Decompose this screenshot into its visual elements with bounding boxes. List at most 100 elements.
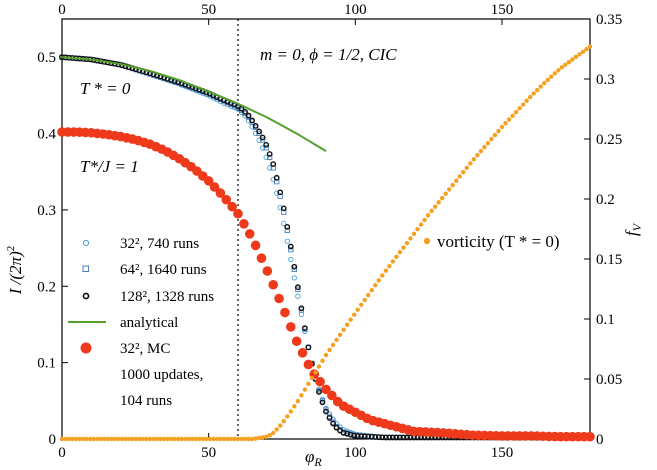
series-5-point — [183, 436, 188, 442]
series-1-point — [267, 154, 273, 161]
series-5-point — [327, 347, 332, 353]
series-5-point — [281, 419, 286, 424]
series-5-point — [242, 436, 248, 442]
series-2-point — [326, 415, 333, 421]
series-5-point — [274, 427, 279, 432]
series-5-point — [506, 117, 512, 122]
series-5-point — [172, 436, 177, 442]
series-1-point — [263, 145, 269, 151]
series-2-point — [351, 432, 358, 439]
data-marks — [57, 44, 595, 442]
y-right-tick-label: 0.35 — [596, 12, 622, 28]
y-left-axis-title: I /(2π)2 — [5, 246, 25, 295]
series-5-point — [362, 297, 367, 303]
legend-label-mc: 32², MC — [120, 341, 170, 357]
y-left-tick-label: 0.2 — [37, 279, 56, 295]
series-5-point — [288, 409, 293, 414]
series-5-point — [394, 254, 399, 260]
legend-marker-32 — [82, 239, 90, 247]
series-5-point — [418, 222, 424, 227]
legend-label-128: 128², 1328 runs — [120, 289, 214, 305]
series-2-point — [404, 434, 410, 441]
series-4-point — [327, 390, 337, 401]
series-4-point — [315, 376, 325, 387]
legend-marker-mc — [80, 342, 92, 354]
series-5-point — [263, 434, 269, 439]
series-0-point — [267, 165, 273, 171]
series-5-point — [366, 292, 371, 298]
series-2-point — [259, 134, 266, 141]
t1-annotation: T*/J = 1 — [80, 157, 139, 176]
series-4-point — [274, 293, 284, 304]
series-5-point — [563, 62, 568, 67]
series-5-point — [559, 65, 565, 70]
series-2-point — [242, 108, 248, 115]
series-2-point — [270, 161, 277, 167]
series-5-point — [478, 148, 484, 154]
series-5-point — [489, 136, 494, 142]
series-5-point — [432, 204, 438, 209]
series-5-point — [235, 436, 241, 442]
series-2-point — [245, 112, 252, 119]
series-5-point — [496, 128, 501, 134]
series-5-point — [225, 436, 230, 442]
series-5-point — [232, 436, 237, 442]
series-5-point — [503, 121, 508, 126]
series-5-point — [133, 436, 139, 442]
series-4-point — [585, 431, 595, 442]
series-5-point — [439, 195, 445, 201]
series-5-point — [186, 436, 191, 442]
series-5-point — [429, 208, 434, 214]
series-0-point — [256, 137, 262, 144]
series-5-point — [542, 80, 547, 86]
series-5-point — [415, 226, 420, 232]
series-5-point — [517, 106, 522, 111]
series-5-point — [256, 435, 262, 441]
series-5-point — [126, 436, 132, 442]
series-2-point — [375, 434, 382, 441]
x2-tick-label: 50 — [201, 2, 216, 18]
series-5-point — [207, 436, 213, 442]
series-4-point — [297, 348, 308, 358]
y-right-axis-title: fV — [622, 222, 644, 236]
series-2-point — [354, 433, 361, 439]
x2-tick-label: 0 — [58, 2, 66, 18]
series-0-point — [274, 190, 280, 196]
series-4-point — [209, 182, 220, 192]
series-1-point — [288, 246, 294, 253]
series-5-point — [70, 436, 75, 442]
t0-annotation: T * = 0 — [80, 79, 131, 98]
series-5-point — [200, 436, 205, 442]
series-5-point — [66, 436, 72, 442]
series-2-point — [256, 128, 263, 135]
series-5-point — [221, 436, 227, 442]
y-left-tick-label: 0 — [49, 432, 57, 448]
series-5-point — [168, 436, 174, 442]
series-5-point — [313, 370, 318, 375]
series-5-point — [91, 436, 96, 442]
series-5-point — [190, 436, 195, 442]
series-2-point — [323, 408, 329, 415]
series-5-point — [513, 109, 519, 115]
series-5-point — [154, 436, 160, 442]
series-5-point — [436, 200, 441, 205]
series-0-point — [288, 256, 294, 263]
legend-marker-64 — [82, 265, 89, 272]
series-5-point — [404, 240, 410, 246]
legend-label-analytical: analytical — [120, 315, 178, 331]
plot-frame — [61, 18, 591, 440]
series-4-point — [203, 176, 214, 186]
series-5-point — [102, 436, 107, 442]
series-5-point — [130, 436, 135, 442]
series-1-point — [291, 266, 297, 272]
series-5-point — [63, 436, 68, 442]
series-2-point — [333, 424, 340, 431]
series-5-point — [351, 312, 357, 317]
x-axis-title: φR — [305, 447, 322, 469]
series-5-point — [73, 436, 79, 442]
series-2-point — [298, 305, 305, 312]
x2-tick-label: 150 — [491, 2, 514, 18]
legend: 32², 740 runs 64², 1640 runs 128², 1328 … — [68, 236, 214, 409]
y-right-tick-label: 0 — [596, 432, 604, 448]
